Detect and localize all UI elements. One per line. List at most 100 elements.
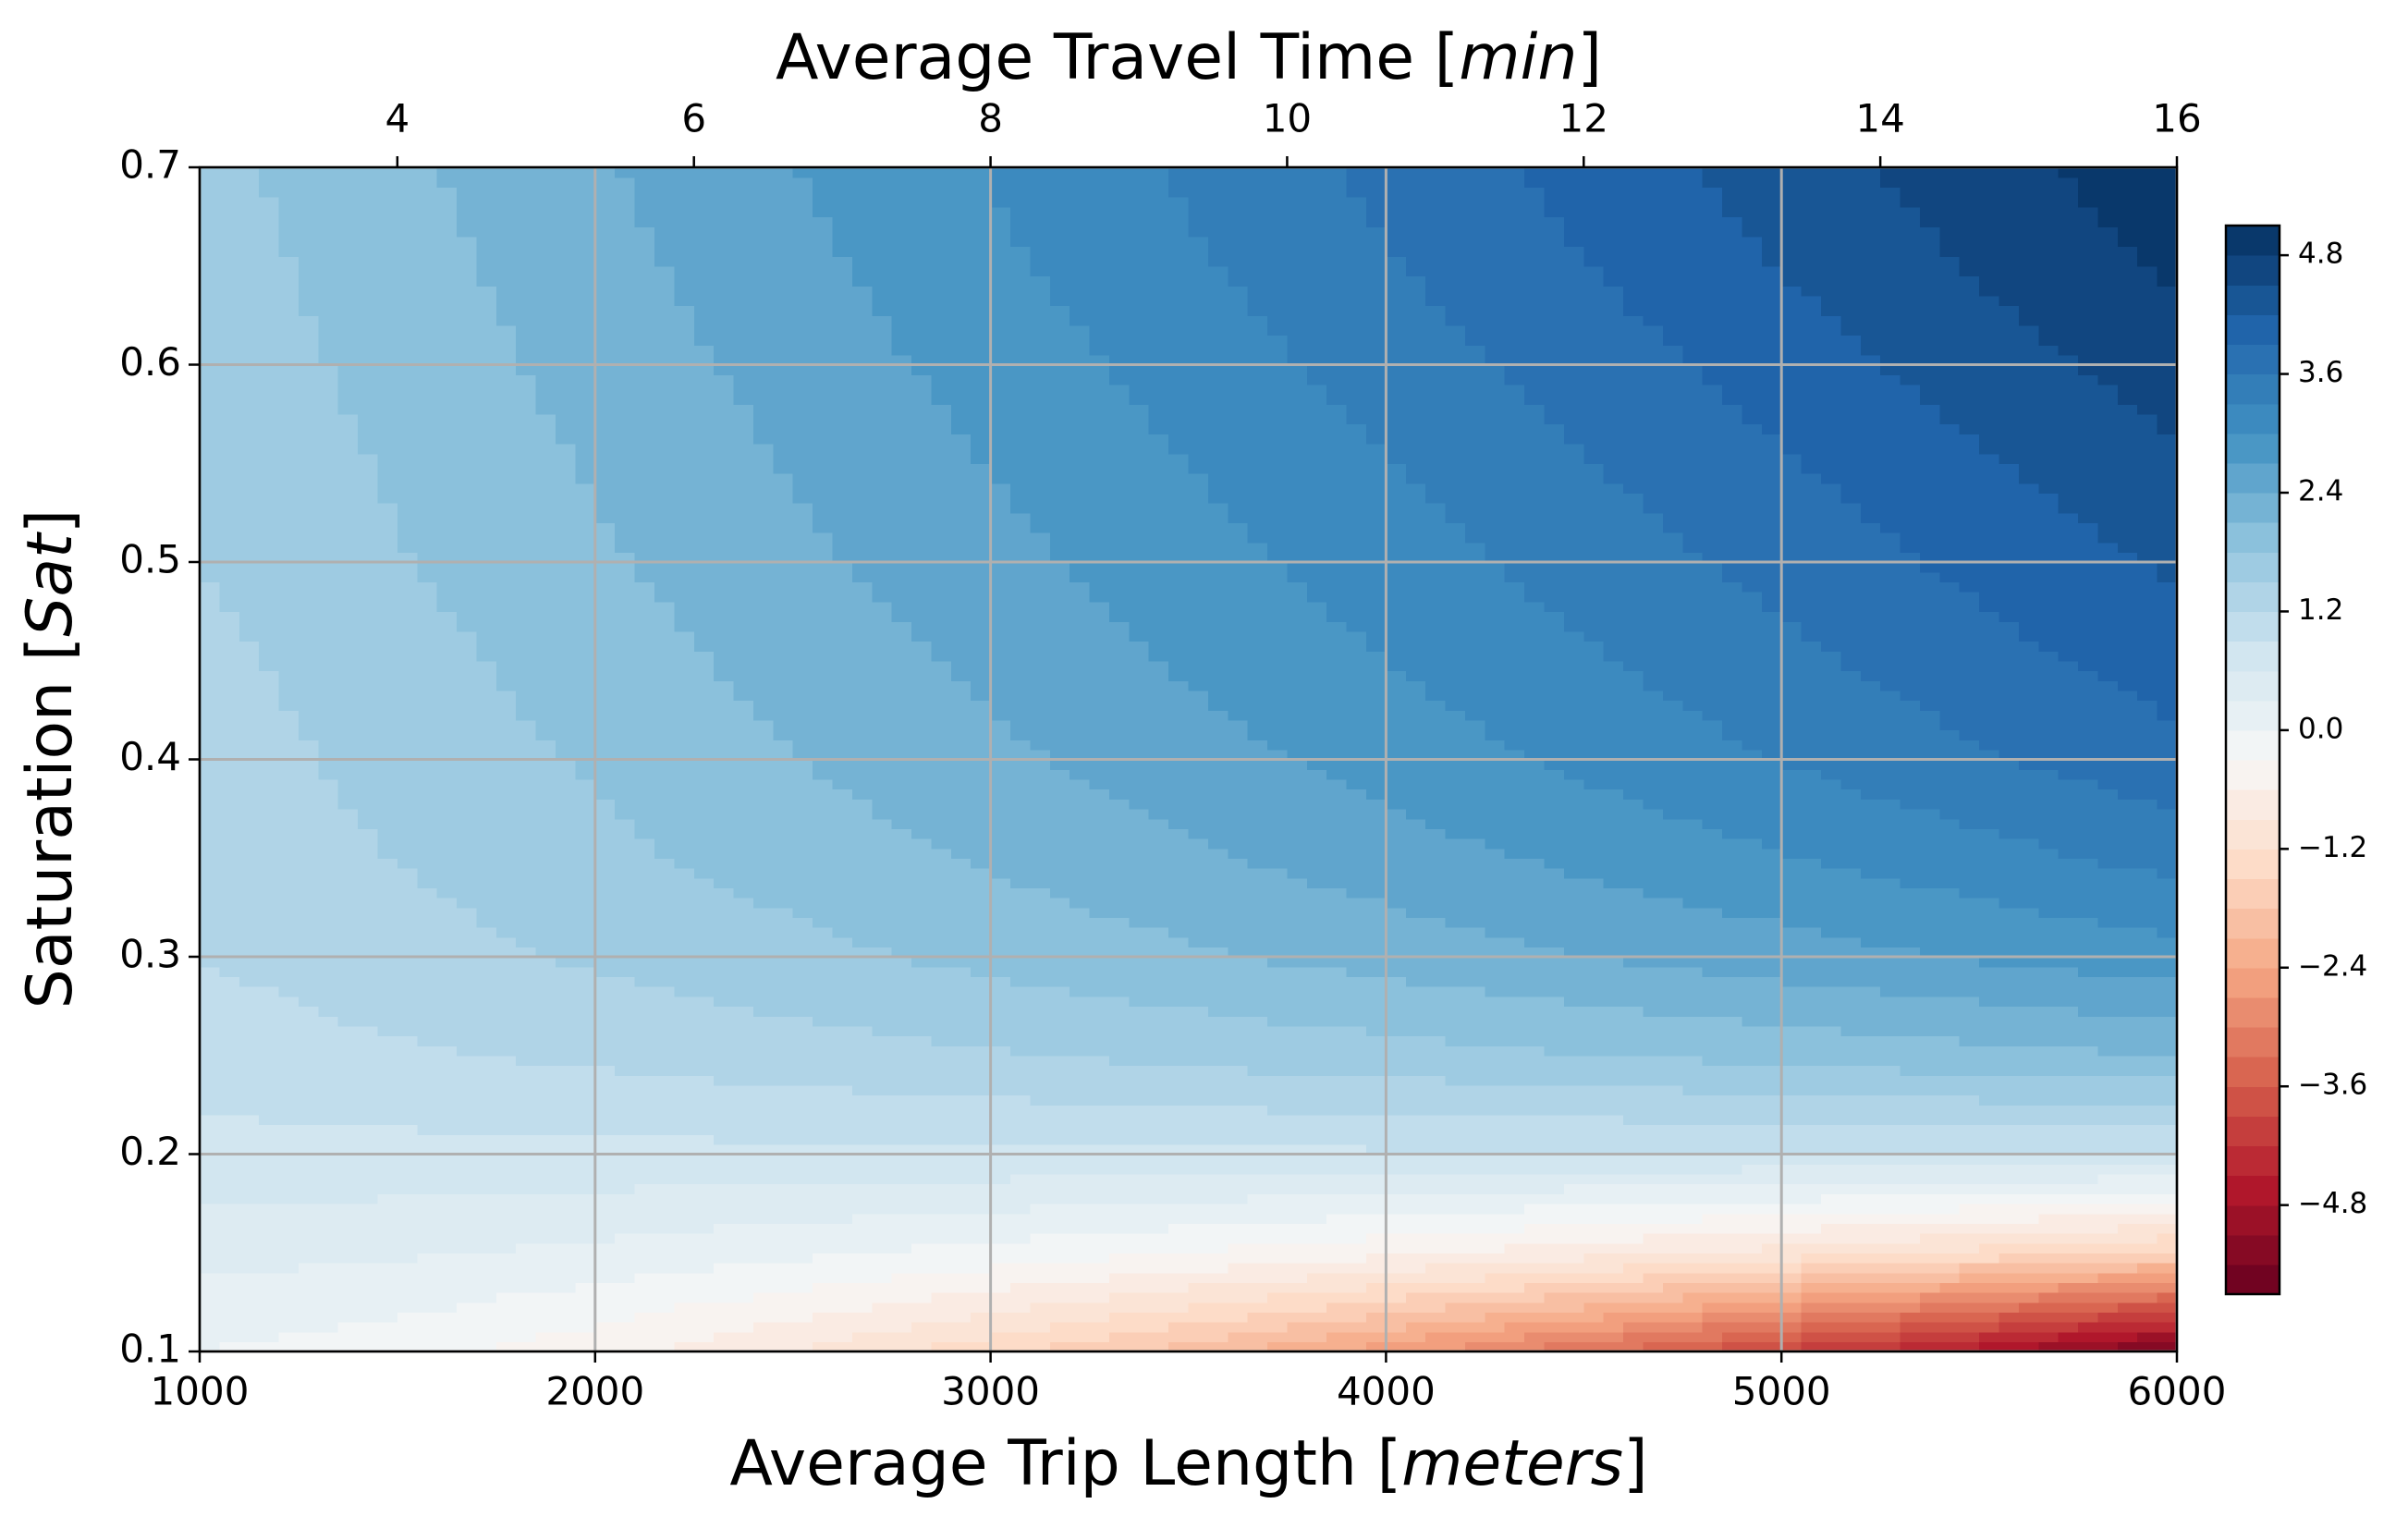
- contour-cell: [1880, 1164, 1901, 1175]
- contour-cell: [1445, 1154, 1466, 1165]
- contour-cell: [1306, 957, 1327, 968]
- contour-cell: [1425, 1312, 1447, 1323]
- contour-cell: [476, 1272, 497, 1283]
- contour-cell: [1761, 1213, 1782, 1224]
- contour-cell: [832, 947, 853, 958]
- contour-cell: [1445, 926, 1466, 938]
- contour-cell: [200, 1035, 221, 1046]
- contour-cell: [397, 1114, 418, 1126]
- contour-cell: [1544, 1143, 1565, 1155]
- contour-cell: [674, 877, 695, 888]
- contour-cell: [693, 1272, 715, 1283]
- contour-cell: [318, 917, 339, 928]
- contour-cell: [457, 986, 478, 997]
- contour-cell: [377, 1242, 398, 1253]
- contour-cell: [358, 986, 379, 997]
- contour-cell: [773, 1312, 794, 1323]
- contour-cell: [556, 1084, 577, 1096]
- contour-cell: [752, 1302, 775, 1314]
- contour-cell: [2157, 1321, 2178, 1333]
- contour-cell: [1840, 1025, 1862, 1037]
- contour-cell: [615, 966, 636, 978]
- contour-cell: [792, 1006, 813, 1017]
- contour-cell: [1643, 1075, 1664, 1086]
- contour-cell: [1504, 1183, 1525, 1194]
- contour-cell: [1761, 1203, 1782, 1215]
- contour-cell: [2038, 1025, 2060, 1037]
- contour-cell: [1267, 1164, 1289, 1175]
- contour-cell: [773, 1094, 794, 1106]
- contour-cell: [1188, 1341, 1209, 1352]
- contour-cell: [1009, 1331, 1032, 1343]
- contour-cell: [1999, 986, 2020, 997]
- contour-cell: [1722, 1183, 1743, 1194]
- contour-cell: [594, 986, 616, 997]
- contour-cell: [1228, 1341, 1249, 1352]
- contour-cell: [2038, 986, 2060, 997]
- contour-cell: [259, 1253, 280, 1264]
- contour-cell: [832, 1006, 853, 1017]
- contour-cell: [773, 887, 794, 899]
- contour-cell: [495, 1094, 517, 1106]
- contour-cell: [377, 996, 398, 1008]
- contour-cell: [1820, 1253, 1842, 1264]
- contour-cell: [1207, 917, 1228, 928]
- contour-cell: [1267, 1282, 1289, 1293]
- contour-cell: [1999, 1055, 2020, 1067]
- contour-cell: [1702, 1312, 1723, 1323]
- contour-cell: [2058, 1134, 2079, 1145]
- contour-cell: [2058, 986, 2079, 997]
- contour-cell: [1583, 867, 1605, 879]
- contour-cell: [575, 1253, 596, 1264]
- contour-cell: [298, 897, 320, 909]
- contour-cell: [1959, 1075, 1980, 1086]
- contour-cell: [1049, 957, 1070, 968]
- contour-cell: [476, 976, 497, 987]
- contour-cell: [851, 907, 873, 919]
- contour-cell: [377, 957, 398, 968]
- contour-cell: [1346, 976, 1367, 987]
- contour-cell: [1267, 1262, 1289, 1274]
- contour-cell: [1108, 996, 1131, 1008]
- contour-cell: [516, 1075, 537, 1086]
- contour-cell: [693, 936, 715, 948]
- contour-cell: [1979, 1173, 2000, 1185]
- contour-cell: [1919, 1114, 1941, 1126]
- contour-cell: [634, 1154, 655, 1165]
- contour-cell: [813, 1183, 834, 1194]
- contour-cell: [298, 926, 320, 938]
- contour-cell: [337, 867, 359, 879]
- contour-cell: [1919, 867, 1941, 879]
- contour-cell: [654, 936, 676, 948]
- contour-cell: [535, 936, 556, 948]
- contour-cell: [634, 1213, 655, 1224]
- contour-cell: [1168, 1124, 1190, 1135]
- contour-cell: [1405, 1253, 1426, 1264]
- contour-cell: [2038, 1331, 2060, 1343]
- contour-cell: [714, 897, 735, 909]
- contour-cell: [1840, 1302, 1862, 1314]
- contour-cell: [1603, 1173, 1624, 1185]
- contour-cell: [813, 1341, 834, 1352]
- contour-cell: [1306, 1341, 1327, 1352]
- contour-cell: [1070, 1154, 1091, 1165]
- contour-cell: [714, 1253, 735, 1264]
- contour-cell: [832, 1223, 853, 1234]
- contour-cell: [1049, 917, 1070, 928]
- contour-cell: [516, 1173, 537, 1185]
- contour-cell: [990, 1075, 1011, 1086]
- contour-cell: [931, 1143, 952, 1155]
- contour-cell: [674, 1154, 695, 1165]
- contour-cell: [476, 1223, 497, 1234]
- contour-cell: [1405, 1183, 1426, 1194]
- contour-cell: [1366, 1025, 1387, 1037]
- contour-cell: [1919, 1045, 1941, 1057]
- contour-cell: [1049, 1282, 1070, 1293]
- contour-cell: [950, 1291, 972, 1303]
- contour-cell: [1662, 1164, 1683, 1175]
- contour-cell: [1247, 1321, 1268, 1333]
- contour-cell: [990, 1341, 1011, 1352]
- contour-cell: [1267, 858, 1289, 869]
- contour-cell: [1722, 1272, 1743, 1283]
- contour-cell: [2038, 1242, 2060, 1253]
